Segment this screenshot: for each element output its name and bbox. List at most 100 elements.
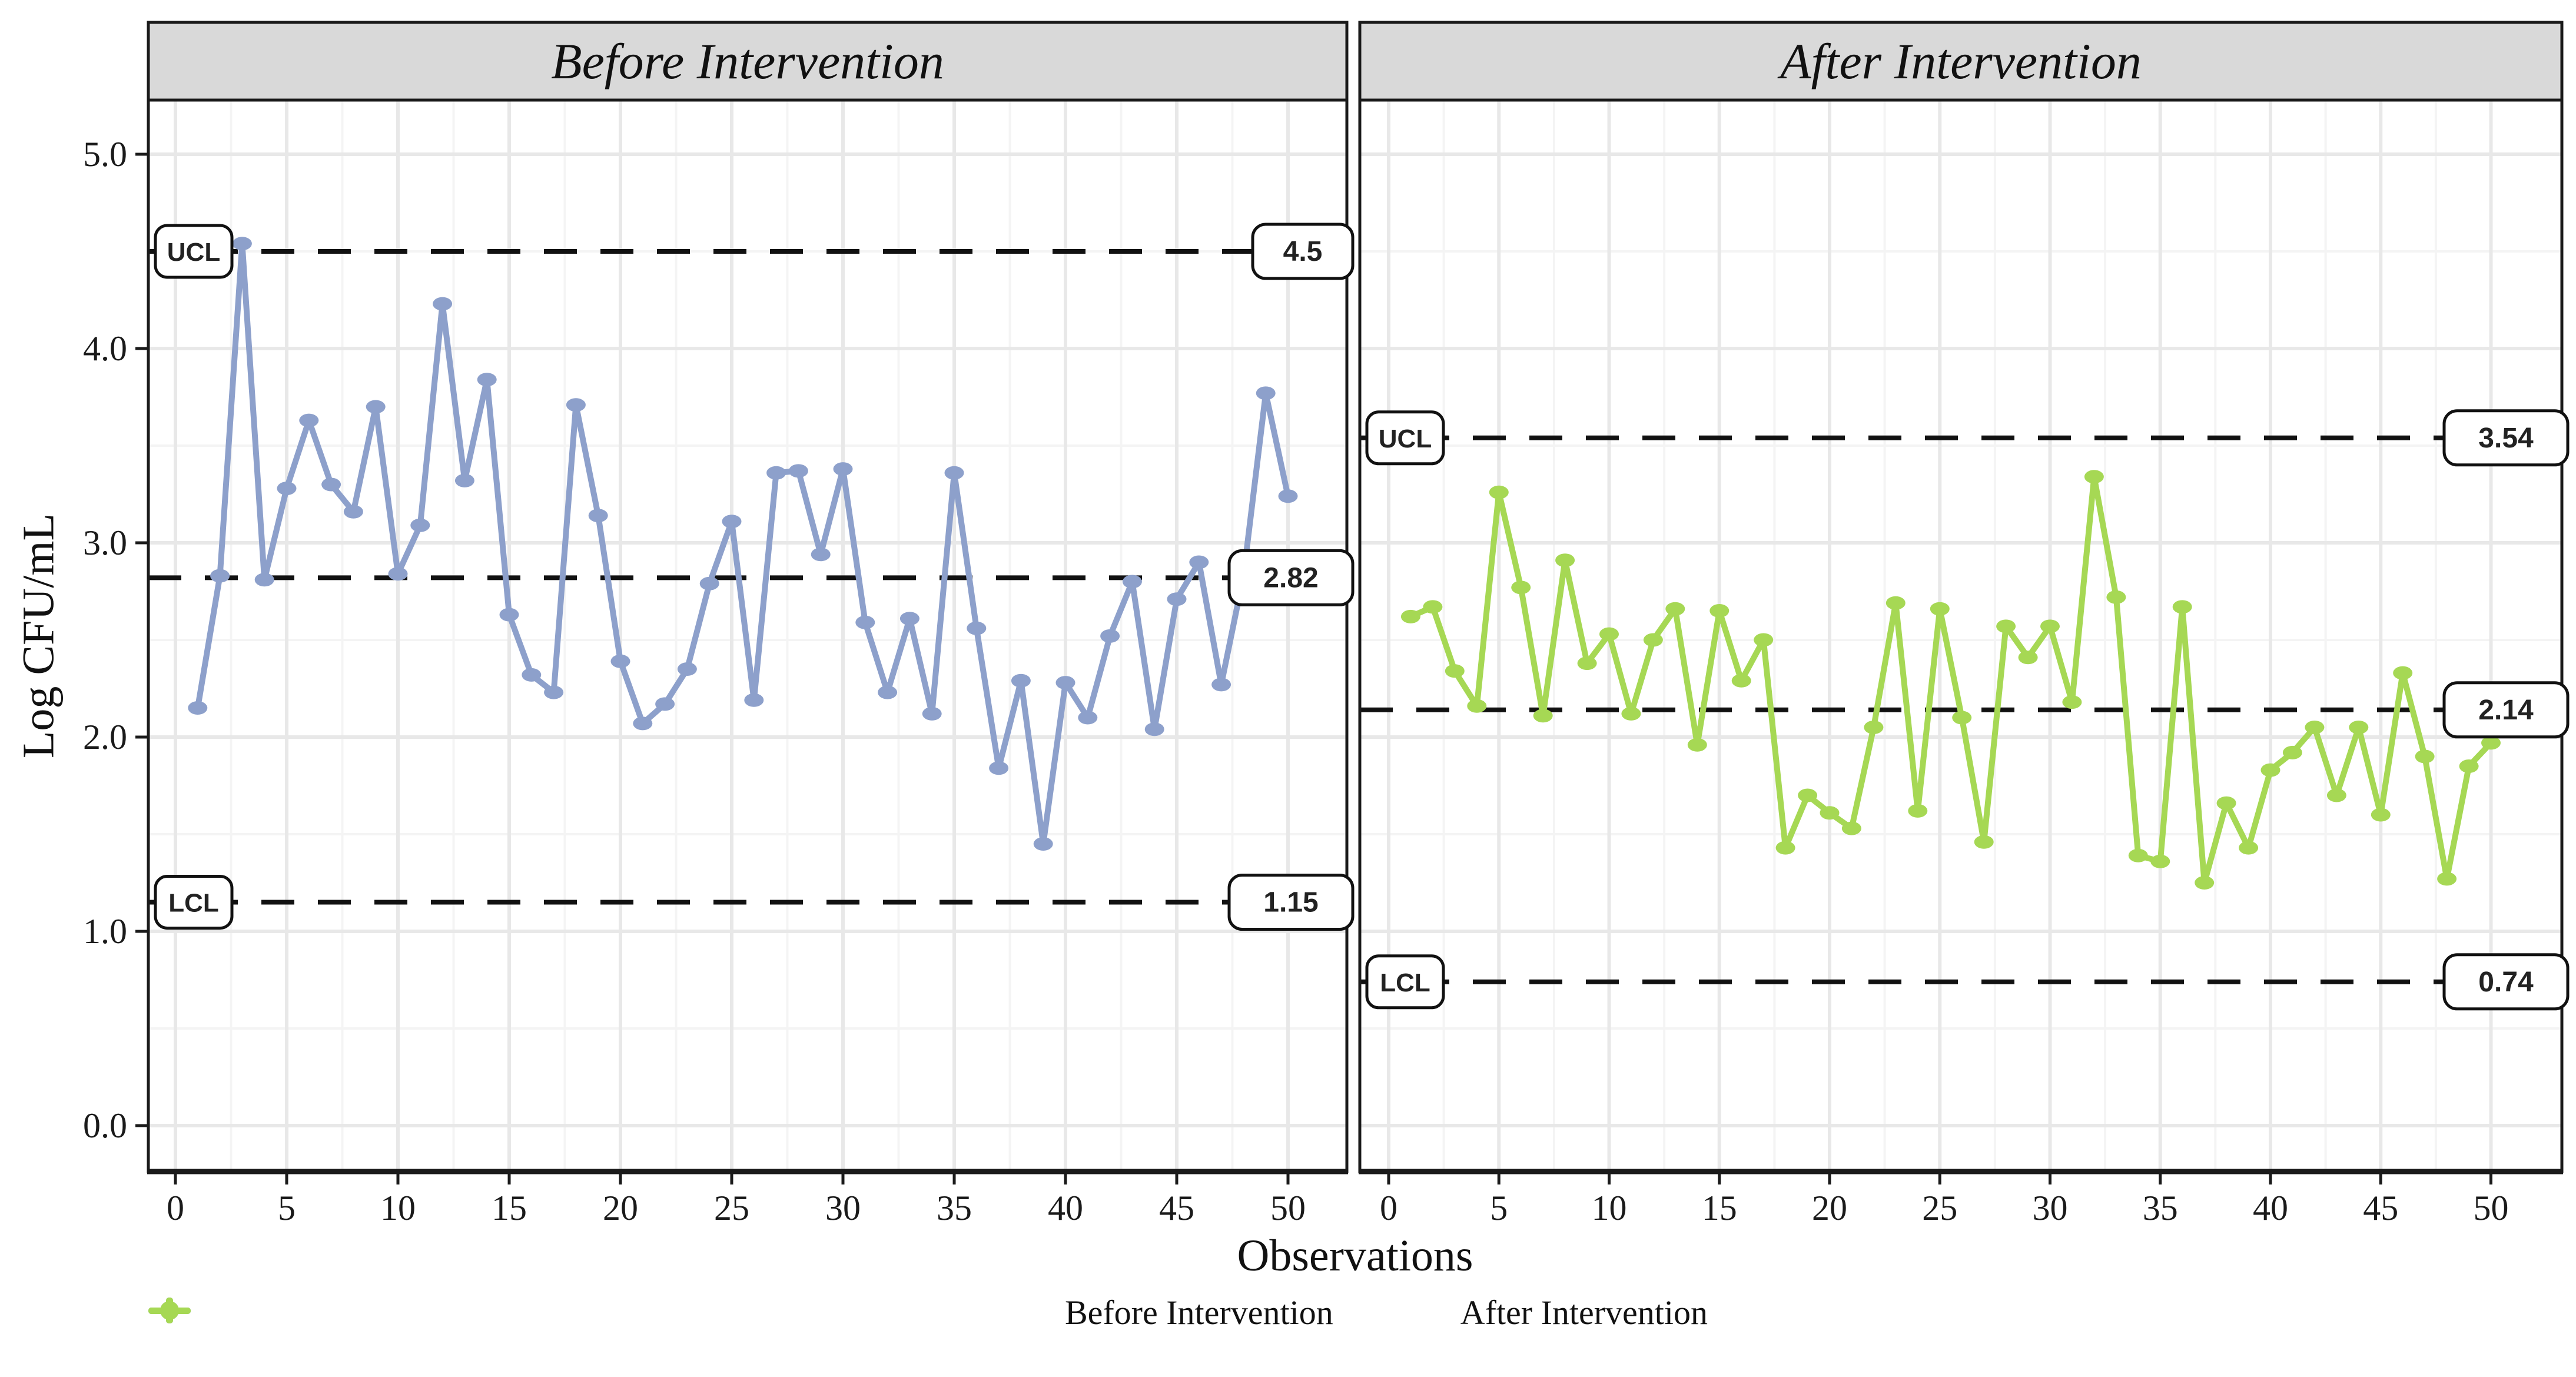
x-tick-label: 25 (1922, 1189, 1957, 1227)
data-point (677, 662, 697, 676)
data-point (1952, 711, 1972, 725)
data-point (722, 515, 742, 529)
data-point (967, 621, 987, 635)
data-point (2062, 695, 2082, 709)
series-line (194, 240, 1291, 847)
data-point (2128, 848, 2148, 862)
data-point (899, 612, 919, 626)
svg-text:1.15: 1.15 (1263, 887, 1318, 918)
legend-key-after-icon (148, 1295, 1440, 1330)
data-point (321, 477, 341, 492)
data-point (1533, 709, 1553, 723)
data-point (588, 509, 608, 523)
data-point (811, 548, 831, 562)
data-point (2216, 796, 2236, 810)
data-point (1122, 575, 1142, 589)
data-point (477, 373, 497, 387)
x-tick-label: 5 (278, 1189, 296, 1227)
limit-label-box (1365, 954, 1445, 1010)
x-tick-label: 40 (2253, 1189, 2288, 1227)
data-point (499, 608, 519, 622)
facet-strip (147, 21, 1349, 102)
x-tick-label: 45 (1159, 1189, 1194, 1227)
data-point (2437, 872, 2457, 886)
data-point (1621, 706, 1641, 721)
data-point (433, 297, 453, 311)
x-tick-label: 50 (1270, 1189, 1306, 1227)
x-tick-label: 25 (714, 1189, 749, 1227)
limit-value-box (1227, 874, 1355, 931)
x-tick-label: 40 (1048, 1189, 1083, 1227)
data-point (1731, 673, 1751, 688)
data-point (2172, 600, 2192, 614)
data-point (1687, 738, 1707, 752)
y-axis-title: Log CFU/mL (14, 513, 64, 758)
svg-text:UCL: UCL (167, 238, 220, 267)
data-point (1665, 602, 1685, 616)
data-point (610, 654, 630, 668)
x-tick-label: 30 (825, 1189, 861, 1227)
x-axis-title: Observations (1237, 1231, 1473, 1280)
data-point (1400, 609, 1420, 623)
limit-value-box (1227, 549, 1355, 606)
svg-text:0.74: 0.74 (2478, 967, 2534, 998)
data-point (1599, 627, 1619, 641)
data-point (766, 466, 786, 480)
data-point (1144, 722, 1164, 736)
limit-label-box (1365, 410, 1445, 466)
data-point (2282, 745, 2302, 759)
legend-item-before: Before Intervention (148, 1293, 1333, 1332)
data-point (1996, 619, 2016, 633)
data-point (410, 518, 430, 532)
data-point (1100, 629, 1120, 643)
data-point (1489, 485, 1509, 499)
x-tick-label: 10 (380, 1189, 416, 1227)
data-point (2459, 759, 2479, 773)
data-point (2260, 763, 2280, 777)
data-point (922, 706, 942, 721)
data-point (210, 569, 230, 583)
data-point (699, 576, 719, 590)
data-point (1798, 788, 1818, 802)
data-point (2415, 749, 2435, 764)
data-point (454, 473, 474, 487)
data-point (1577, 656, 1597, 671)
facet-title-after: After Intervention (1780, 33, 2142, 89)
svg-text:2.14: 2.14 (2478, 695, 2534, 726)
data-point (1974, 835, 1994, 849)
y-tick-label: 0.0 (83, 1106, 127, 1145)
limit-value-box (2442, 953, 2570, 1011)
data-point (2305, 721, 2325, 734)
svg-text:4.5: 4.5 (1283, 236, 1323, 267)
data-point (744, 693, 764, 707)
svg-text:3.54: 3.54 (2478, 423, 2534, 454)
data-point (1467, 699, 1487, 713)
data-point (566, 398, 586, 412)
data-point (2084, 470, 2104, 484)
panel-after: 0 5 10 15 20 25 30 35 40 45 50 UCL LCL 3.54 2.14 0.74 (1358, 21, 2570, 1227)
limit-label-box (154, 875, 234, 930)
y-tick-label: 5.0 (83, 135, 127, 174)
data-point (1211, 678, 1231, 692)
limit-label-box (154, 224, 234, 279)
data-point (1885, 596, 1906, 610)
x-tick-label: 5 (1490, 1189, 1508, 1227)
data-point (2371, 808, 2391, 822)
data-point (1709, 604, 1729, 618)
data-point (1445, 664, 1465, 678)
x-tick-label: 0 (167, 1189, 184, 1227)
data-point (788, 464, 808, 478)
y-tick-label: 3.0 (83, 523, 127, 562)
data-point (1841, 821, 1861, 835)
data-point (989, 761, 1009, 775)
data-point (1775, 841, 1795, 855)
legend: Before Intervention After Intervention (148, 1293, 2562, 1332)
data-point (655, 697, 675, 711)
data-point (2040, 619, 2060, 633)
x-tick-label: 15 (492, 1189, 527, 1227)
data-point (1055, 676, 1075, 690)
svg-text:2.82: 2.82 (1263, 562, 1318, 593)
svg-text:UCL: UCL (1379, 424, 1432, 453)
